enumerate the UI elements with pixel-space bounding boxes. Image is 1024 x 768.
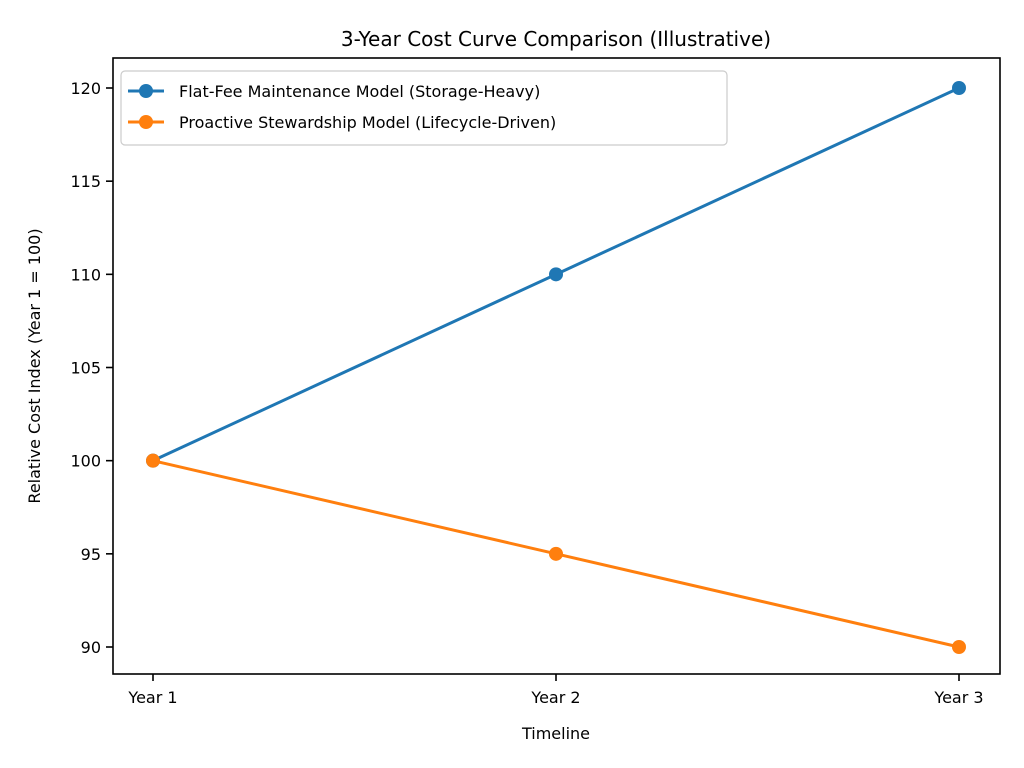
y-tick-label: 95 bbox=[81, 545, 101, 564]
legend-label-0: Flat-Fee Maintenance Model (Storage-Heav… bbox=[179, 82, 540, 101]
y-tick-label: 115 bbox=[70, 172, 101, 191]
data-point-0-1 bbox=[549, 267, 563, 282]
y-axis-label: Relative Cost Index (Year 1 = 100) bbox=[25, 228, 44, 503]
y-tick-label: 100 bbox=[70, 452, 101, 471]
data-point-0-2 bbox=[952, 81, 966, 95]
x-tick-label: Year 2 bbox=[530, 688, 580, 707]
data-point-1-2 bbox=[952, 640, 966, 654]
y-tick-label: 120 bbox=[70, 79, 101, 98]
legend: Flat-Fee Maintenance Model (Storage-Heav… bbox=[120, 70, 728, 146]
x-tick-label: Year 3 bbox=[933, 688, 983, 707]
chart-title: 3-Year Cost Curve Comparison (Illustrati… bbox=[341, 27, 771, 51]
legend-marker-1 bbox=[139, 115, 153, 129]
legend-marker-0 bbox=[139, 84, 153, 98]
axes-frame bbox=[112, 57, 1001, 675]
y-tick-label: 105 bbox=[70, 359, 101, 378]
x-tick-label: Year 1 bbox=[127, 688, 177, 707]
data-point-1-0 bbox=[146, 453, 160, 468]
plot-area: 90 95 100 105 110 115 120 Year 1 Year 2 Year 3 bbox=[70, 57, 1001, 707]
legend-label-1: Proactive Stewardship Model (Lifecycle-D… bbox=[179, 113, 556, 132]
y-tick-label: 90 bbox=[81, 638, 101, 657]
legend-box bbox=[120, 70, 728, 146]
data-point-1-1 bbox=[549, 546, 563, 561]
y-tick-label: 110 bbox=[70, 265, 101, 284]
x-axis-label: Timeline bbox=[521, 724, 590, 743]
